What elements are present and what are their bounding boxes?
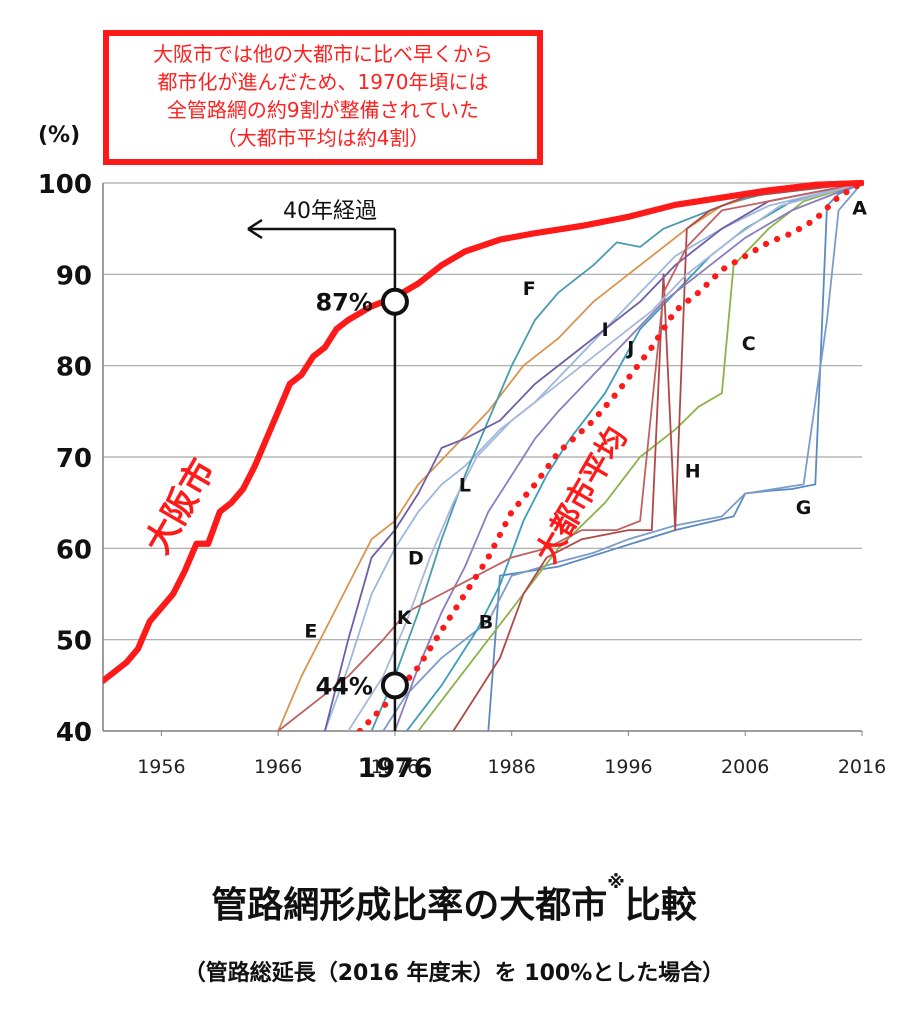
marker-label-0: 87% [315,289,372,317]
series-label-J: J [625,337,634,359]
y-tick-label-50: 50 [56,627,92,657]
x-highlight-year-label: 1976 [357,753,432,784]
callout-line-3: 全管路網の約9割が整備されていた [166,98,480,122]
y-tick-label-60: 60 [56,535,92,565]
series-line-3 [382,182,863,731]
marker-label-1: 44% [315,672,372,700]
series-label-E: E [304,621,317,643]
elapsed-arrow-head [247,218,263,240]
series-label-K: K [397,607,413,629]
caption-title-tail: 比較 [624,885,697,926]
y-tick-label-100: 100 [38,170,92,200]
plot-area [103,180,864,731]
callout-line-2: 都市化が進んだため、1970年頃には [157,70,489,94]
series-line-12 [277,182,863,731]
series-line-9 [452,182,863,731]
x-tick-label-2016: 2016 [838,756,886,778]
chart-caption-title: 管路網形成比率の大都市※比較 [0,872,908,928]
caption-title-mark: ※ [607,872,625,893]
series-label-D: D [408,547,424,569]
callout-line-4: （大都市平均は約4割） [216,126,430,150]
series-label-B: B [479,611,493,633]
x-tick-label-1996: 1996 [604,756,652,778]
y-tick-label-70: 70 [56,444,92,474]
series-line-5 [417,182,863,731]
series-label-I: I [602,319,609,341]
x-tick-label-1966: 1966 [254,756,302,778]
pipeline-ratio-chart: 40 50 60 70 80 90 100 (%) 1956 1966 1976 1986 1996 20… [38,123,886,784]
chart-caption-subtitle: （管路総延長（2016 年度末）を 100%とした場合） [183,961,725,986]
y-tick-label-90: 90 [56,261,92,291]
series-label-F: F [523,278,536,300]
caption-title-main: 管路網形成比率の大都市 [211,885,608,926]
x-tick-label-1956: 1956 [137,756,185,778]
marker-circle-0 [380,287,409,316]
marker-circle-1 [380,671,409,700]
series-label-H: H [685,461,701,483]
series-line-top-0 [103,180,864,684]
y-tick-label-80: 80 [56,353,92,383]
x-tick-label-1976: 1976 [371,756,419,778]
series-line-10 [324,182,863,731]
series-label-L: L [459,474,471,496]
series-label-A: A [852,198,867,220]
y-axis-unit-label: (%) [38,123,80,148]
annotation-callout-box: 大阪市では他の大都市に比べ早くから 都市化が進んだため、1970年頃には 全管路… [103,30,543,165]
callout-line-1: 大阪市では他の大都市に比べ早くから [153,42,493,66]
y-tick-label-40: 40 [56,718,92,748]
x-tick-label-1986: 1986 [488,756,536,778]
series-label-C: C [742,333,756,355]
series-line-13 [347,182,863,731]
elapsed-years-label: 40年経過 [283,199,377,224]
x-tick-label-2006: 2006 [721,756,769,778]
series-line-11 [394,182,863,731]
series-line-top-1 [356,180,864,731]
series-label-G: G [796,497,812,519]
